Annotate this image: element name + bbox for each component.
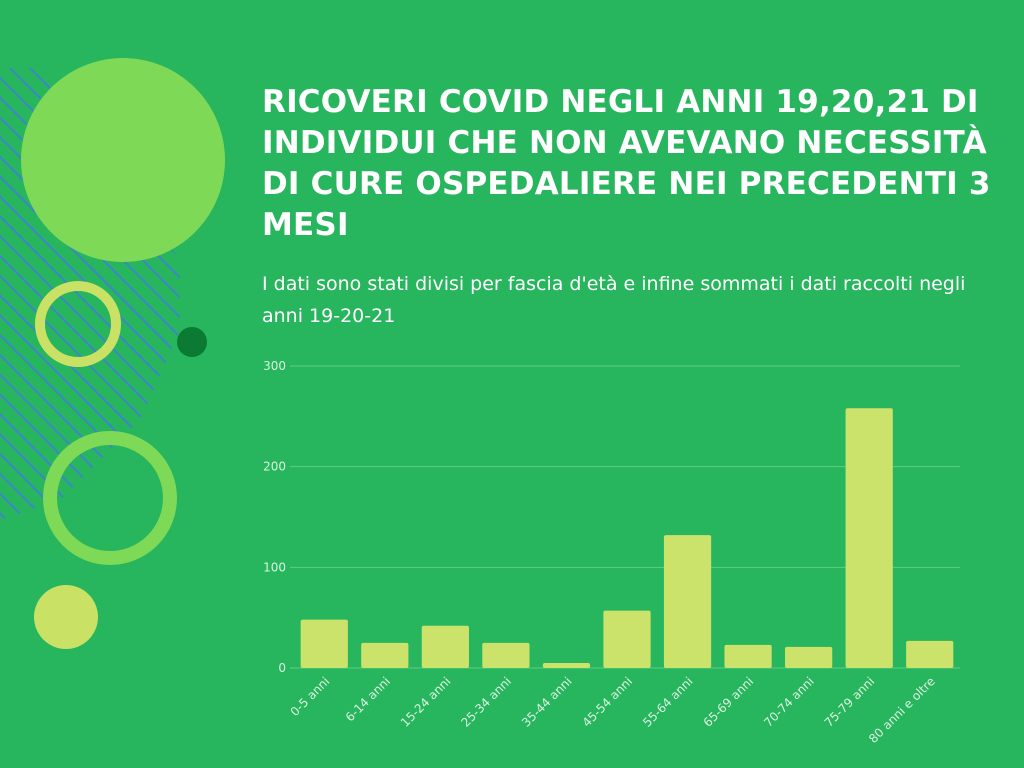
chart-subtitle: I dati sono stati divisi per fascia d'et… xyxy=(262,273,966,327)
bar-25-34-anni xyxy=(482,642,530,668)
y-tick-label: 300 xyxy=(263,359,286,373)
dark-green-dot xyxy=(177,327,207,357)
x-tick-label: 70-74 anni xyxy=(761,674,817,730)
x-tick-label: 65-69 anni xyxy=(701,674,757,730)
large-green-circle xyxy=(21,58,225,262)
y-tick-label: 200 xyxy=(263,460,286,474)
y-axis-ticks: 0 100 200 300 xyxy=(263,359,286,675)
x-tick-label: 35-44 anni xyxy=(519,674,575,730)
x-tick-label: 75-79 anni xyxy=(822,674,878,730)
yellow-dot xyxy=(34,585,98,649)
bar-6-14-anni xyxy=(361,642,409,668)
small-yellow-ring xyxy=(35,281,121,367)
x-tick-label: 25-34 anni xyxy=(458,674,514,730)
large-green-ring xyxy=(43,431,177,565)
x-tick-label: 6-14 anni xyxy=(343,674,393,724)
bar-0-5-anni xyxy=(300,619,348,668)
bar-75-79-anni xyxy=(845,408,893,668)
bar-45-54-anni xyxy=(603,610,651,668)
x-tick-label: 15-24 anni xyxy=(398,674,454,730)
bar-15-24-anni xyxy=(421,625,469,668)
x-tick-label: 45-54 anni xyxy=(580,674,636,730)
y-tick-label: 100 xyxy=(263,560,286,574)
bar-35-44-anni xyxy=(542,662,591,668)
bars xyxy=(300,408,954,668)
x-tick-label: 55-64 anni xyxy=(640,674,696,730)
bar-80-anni-e-oltre xyxy=(906,640,954,668)
y-tick-label: 0 xyxy=(278,661,286,675)
bar-65-69-anni xyxy=(724,644,772,668)
bar-55-64-anni xyxy=(663,535,712,668)
bar-70-74-anni xyxy=(785,646,833,668)
x-axis-ticks: 0-5 anni 6-14 anni 15-24 anni 25-34 anni 35-… xyxy=(288,674,938,746)
x-tick-label: 80 anni e oltre xyxy=(866,674,938,746)
chart-title: RICOVERI COVID NEGLI ANNI 19,20,21 DI IN… xyxy=(262,84,991,243)
x-tick-label: 0-5 anni xyxy=(288,674,333,719)
